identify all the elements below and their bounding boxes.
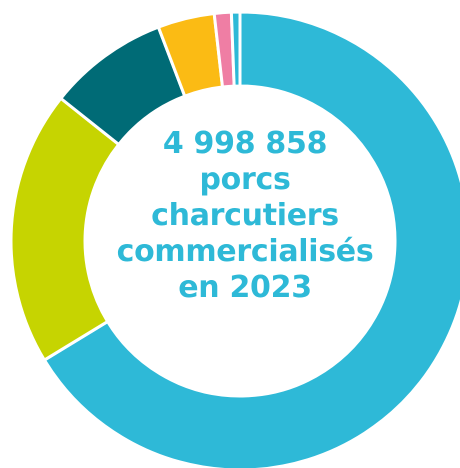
label-line-commercialises: commercialisés: [116, 234, 374, 269]
total-count: 4 998 858: [162, 126, 328, 161]
label-line-charcutiers: charcutiers: [151, 198, 339, 233]
donut-slices: [9, 10, 460, 468]
label-line-porcs: porcs: [199, 162, 291, 197]
donut-slice-1: [42, 10, 460, 468]
center-label: 4 998 858 porcs charcutiers commercialis…: [100, 126, 390, 306]
label-line-year: en 2023: [178, 270, 312, 305]
donut-slice-6: [229, 10, 242, 88]
